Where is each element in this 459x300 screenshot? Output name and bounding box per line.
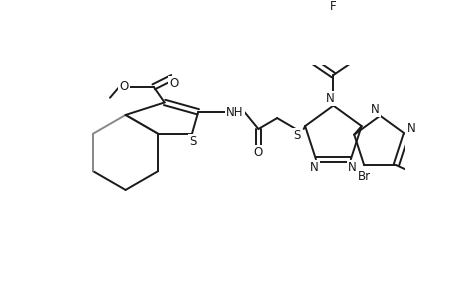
Text: N: N bbox=[309, 160, 318, 174]
Text: NH: NH bbox=[226, 106, 243, 119]
Text: O: O bbox=[253, 146, 263, 159]
Text: N: N bbox=[347, 160, 356, 174]
Text: S: S bbox=[189, 135, 196, 148]
Text: S: S bbox=[292, 129, 300, 142]
Text: O: O bbox=[119, 80, 129, 93]
Text: N: N bbox=[325, 92, 334, 105]
Text: O: O bbox=[169, 77, 178, 90]
Text: F: F bbox=[330, 0, 336, 13]
Text: Br: Br bbox=[357, 170, 370, 183]
Text: N: N bbox=[370, 103, 379, 116]
Text: N: N bbox=[406, 122, 414, 135]
